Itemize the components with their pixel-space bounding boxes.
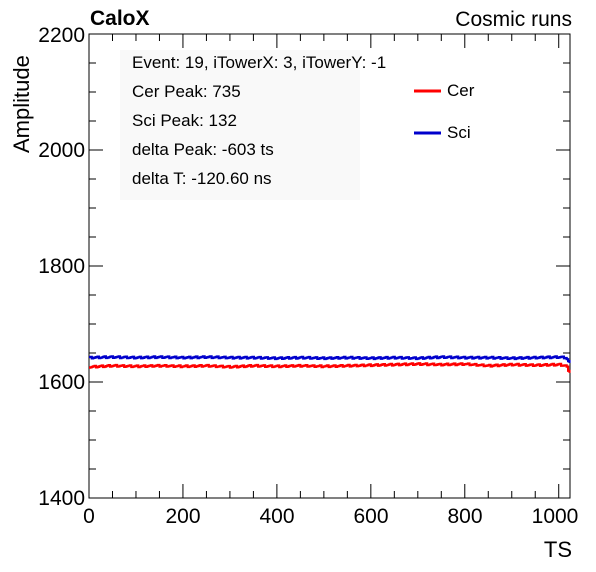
sci-peak-line: Sci Peak: 132	[132, 111, 237, 130]
cer-peak-line: Cer Peak: 735	[132, 82, 241, 101]
x-tick-label: 400	[259, 505, 295, 528]
y-tick-label: 2200	[38, 24, 85, 47]
y-tick-label: 1600	[38, 371, 85, 394]
x-tick-label: 800	[447, 505, 483, 528]
legend-label-cer: Cer	[447, 81, 475, 100]
delta-peak-line: delta Peak: -603 ts	[132, 140, 274, 159]
delta-t-line: delta T: -120.60 ns	[132, 169, 272, 188]
y-tick-label: 2000	[38, 139, 85, 162]
x-axis-label: TS	[543, 537, 572, 562]
x-tick-label: 600	[353, 505, 389, 528]
y-tick-label: 1800	[38, 255, 85, 278]
experiment-label: CaloX	[90, 7, 150, 30]
legend-label-sci: Sci	[447, 123, 471, 142]
x-tick-label: 200	[165, 505, 201, 528]
series-line-cer	[89, 362, 571, 373]
y-tick-label: 1400	[38, 487, 85, 510]
x-tick-label: 0	[83, 505, 95, 528]
run-type-label: Cosmic runs	[455, 8, 572, 31]
x-tick-label: 1000	[531, 505, 579, 528]
event-info-line: Event: 19, iTowerX: 3, iTowerY: -1	[132, 53, 387, 72]
series-line-sci	[89, 355, 571, 363]
event-info-box: Event: 19, iTowerX: 3, iTowerY: -1 Cer P…	[120, 50, 386, 200]
